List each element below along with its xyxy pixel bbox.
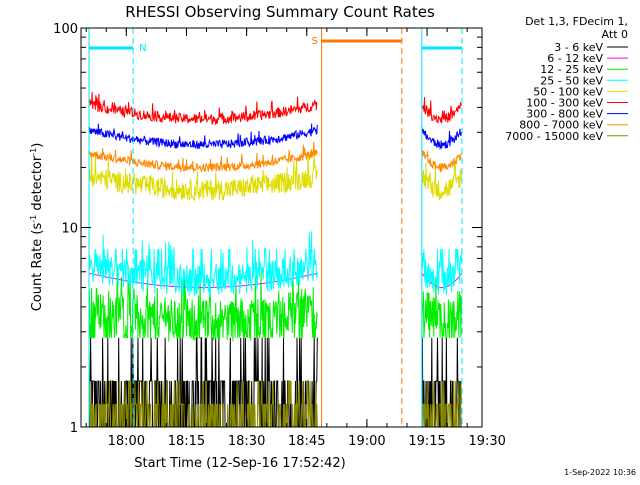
- series-trace: [88, 123, 318, 150]
- series-trace: [88, 380, 318, 427]
- series-trace: [421, 278, 462, 339]
- series-800-7000-kev: [88, 142, 462, 174]
- data-layer: [88, 91, 462, 427]
- x-tick-label: 18:15: [168, 434, 205, 449]
- series-25-50-kev: [88, 231, 462, 298]
- legend-entry-label: 3 - 6 keV: [554, 41, 603, 54]
- legend-header-line-2: Att 0: [602, 28, 628, 41]
- series-trace: [421, 248, 462, 296]
- axes: 18:00 18:15 18:30 18:45 19:00 19:15 19:30 1 10 10…: [53, 22, 506, 449]
- y-tick-label: 100: [53, 22, 78, 37]
- series-trace: [88, 231, 318, 298]
- x-tick-label: 18:30: [228, 434, 265, 449]
- series-trace: [421, 272, 462, 289]
- series-trace: [421, 97, 462, 125]
- flag-layer: NS: [88, 28, 463, 427]
- flag-label-s: S: [312, 36, 318, 47]
- series-trace: [421, 149, 462, 174]
- legend-header-line-1: Det 1,3, FDecim 1,: [525, 15, 628, 28]
- series-trace: [421, 157, 462, 201]
- legend-entry-label: 800 - 7000 keV: [519, 119, 603, 132]
- x-tick-label: 19:30: [468, 434, 505, 449]
- series-3-6-kev: [88, 337, 462, 427]
- legend-entry-label: 300 - 800 keV: [526, 108, 603, 121]
- legend-entry-label: 6 - 12 keV: [547, 52, 603, 65]
- series-300-800-kev: [88, 123, 462, 151]
- x-axis-label: Start Time (12-Sep-16 17:52:42): [134, 456, 345, 471]
- legend-entry-label: 100 - 300 keV: [526, 97, 603, 110]
- series-12-25-kev: [88, 262, 462, 343]
- series-100-300-kev: [88, 91, 462, 126]
- chart-title: RHESSI Observing Summary Count Rates: [125, 3, 435, 21]
- date-stamp: 1-Sep-2022 10:36: [564, 468, 636, 477]
- y-tick-label: 10: [61, 222, 78, 237]
- series-50-100-kev: [88, 150, 462, 202]
- legend-entry-label: 7000 - 15000 keV: [505, 130, 603, 143]
- series-trace: [88, 262, 318, 343]
- x-tick-label: 18:00: [108, 434, 145, 449]
- y-tick-label: 1: [70, 421, 78, 436]
- series-7000-15000-kev: [88, 380, 462, 427]
- y-axis-label: Count Rate (s-1 detector-1): [29, 143, 45, 312]
- series-trace: [421, 380, 462, 427]
- flag-label-n: N: [139, 43, 146, 54]
- x-tick-label: 19:00: [348, 434, 385, 449]
- legend-entry-label: 12 - 25 keV: [540, 63, 603, 76]
- x-tick-label: 18:45: [288, 434, 325, 449]
- series-trace: [88, 150, 318, 202]
- legend-entry-label: 25 - 50 keV: [540, 74, 603, 87]
- legend-entry-label: 50 - 100 keV: [533, 85, 603, 98]
- series-trace: [88, 142, 318, 174]
- series-trace: [88, 91, 318, 126]
- series-trace: [88, 337, 318, 427]
- x-tick-label: 19:15: [408, 434, 445, 449]
- series-trace: [421, 126, 462, 151]
